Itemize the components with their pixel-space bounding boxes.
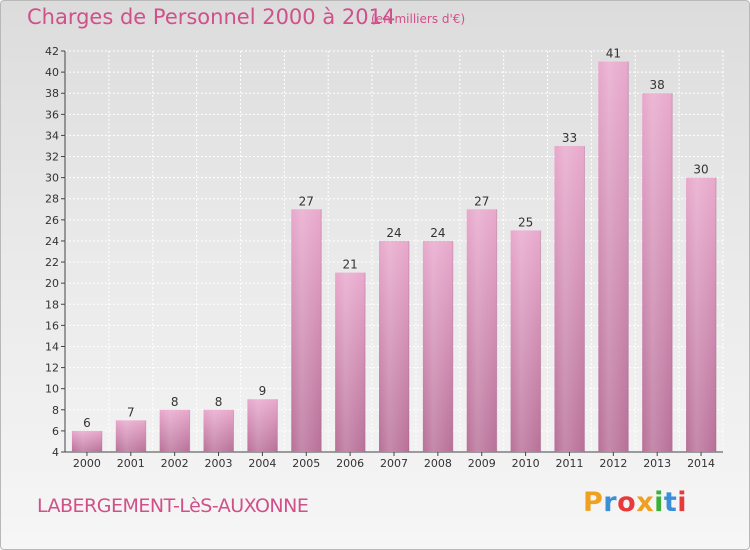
data-label: 8 — [215, 395, 223, 409]
y-tick-label: 22 — [45, 256, 59, 269]
bar-highlight — [466, 209, 497, 452]
y-tick-label: 8 — [52, 404, 59, 417]
bar-highlight — [159, 409, 190, 452]
data-label: 9 — [259, 384, 267, 398]
x-tick-label: 2007 — [380, 457, 408, 470]
y-tick-label: 12 — [45, 362, 59, 375]
x-tick-label: 2003 — [205, 457, 233, 470]
bar-highlight — [379, 240, 409, 452]
data-label: 27 — [474, 194, 489, 208]
data-label: 33 — [562, 131, 577, 145]
y-tick-label: 40 — [45, 66, 59, 79]
brand-letter: t — [663, 487, 678, 518]
y-tick-label: 18 — [45, 298, 59, 311]
data-label: 25 — [518, 215, 533, 229]
x-tick-label: 2009 — [468, 457, 496, 470]
bar-highlight — [71, 430, 102, 452]
data-label: 21 — [342, 258, 357, 272]
data-label: 27 — [299, 194, 314, 208]
y-tick-label: 10 — [45, 383, 59, 396]
data-label: 8 — [171, 395, 179, 409]
chart-title: Charges de Personnel 2000 à 2014 — [27, 5, 396, 29]
data-label: 24 — [430, 226, 445, 240]
brand-letter: P — [583, 487, 604, 518]
y-tick-label: 36 — [45, 108, 59, 121]
y-tick-label: 34 — [45, 129, 59, 142]
labels: 4 6 8 10 12 14 16 18 20 22 24 26 28 30 32 34 36 38 40 42 200… — [45, 45, 715, 470]
y-tick-label: 38 — [45, 87, 59, 100]
bar-highlight — [115, 420, 146, 452]
x-tick-label: 2006 — [336, 457, 364, 470]
data-label: 7 — [127, 405, 135, 419]
y-tick-label: 24 — [45, 235, 59, 248]
bar-highlight — [203, 409, 234, 452]
y-tick-label: 6 — [52, 425, 59, 438]
y-tick-label: 42 — [45, 45, 59, 58]
x-tick-label: 2005 — [292, 457, 320, 470]
x-tick-label: 2001 — [117, 457, 145, 470]
town-name: LABERGEMENT-LèS-AUXONNE — [37, 495, 309, 517]
bar-highlight — [686, 177, 717, 452]
bar-highlight — [291, 209, 322, 452]
x-tick-label: 2002 — [161, 457, 189, 470]
bar-highlight — [422, 240, 453, 452]
bar-highlight — [598, 61, 629, 452]
x-tick-label: 2010 — [512, 457, 540, 470]
brand-letter: r — [603, 487, 618, 518]
y-tick-label: 20 — [45, 277, 59, 290]
bar-highlight — [642, 93, 673, 453]
data-label: 24 — [386, 226, 401, 240]
x-tick-label: 2000 — [73, 457, 101, 470]
chart-unit-note: (en milliers d'€) — [371, 12, 466, 26]
data-label: 41 — [606, 47, 621, 61]
y-tick-label: 26 — [45, 214, 59, 227]
x-tick-label: 2012 — [599, 457, 627, 470]
x-tick-label: 2011 — [555, 457, 583, 470]
proxiti-logo[interactable]: Proxiti — [583, 487, 687, 518]
x-tick-label: 2013 — [643, 457, 671, 470]
y-tick-label: 32 — [45, 151, 59, 164]
data-label: 6 — [83, 416, 91, 430]
brand-letter: i — [654, 487, 664, 518]
x-tick-label: 2004 — [248, 457, 276, 470]
y-tick-label: 30 — [45, 172, 59, 185]
x-tick-label: 2008 — [424, 457, 452, 470]
y-tick-label: 14 — [45, 340, 59, 353]
bar-highlight — [335, 272, 366, 452]
brand-letter: o — [617, 487, 637, 518]
y-tick-label: 16 — [45, 319, 59, 332]
brand-letter: i — [677, 487, 688, 518]
y-tick-label: 28 — [45, 193, 59, 206]
bar-highlight — [510, 230, 541, 452]
data-label: 38 — [650, 78, 665, 92]
bars — [71, 61, 717, 453]
x-tick-label: 2014 — [687, 457, 715, 470]
bar-highlight — [247, 399, 278, 452]
y-tick-label: 4 — [52, 446, 59, 459]
brand-letter: x — [636, 487, 655, 518]
data-label: 30 — [693, 163, 708, 177]
bar-highlight — [554, 145, 585, 452]
